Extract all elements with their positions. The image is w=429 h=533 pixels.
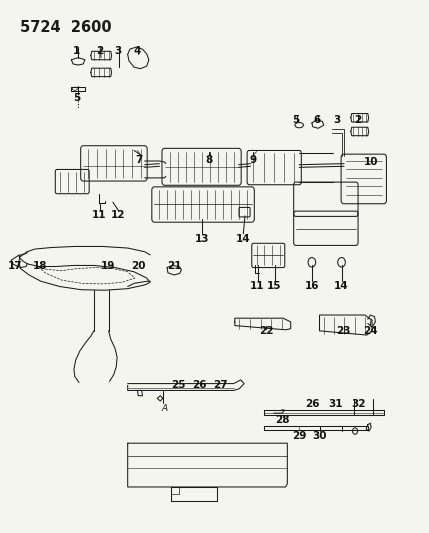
Text: 12: 12 xyxy=(111,210,125,220)
Text: 17: 17 xyxy=(7,261,22,271)
Text: 26: 26 xyxy=(193,381,207,391)
Text: 8: 8 xyxy=(206,155,213,165)
Text: 27: 27 xyxy=(214,381,228,391)
Text: 5724  2600: 5724 2600 xyxy=(20,20,112,35)
Text: 23: 23 xyxy=(336,326,351,336)
Text: 14: 14 xyxy=(334,281,349,291)
Text: 29: 29 xyxy=(292,431,306,441)
Text: 18: 18 xyxy=(33,261,47,271)
Text: 14: 14 xyxy=(236,234,251,244)
Text: 25: 25 xyxy=(171,381,186,391)
Text: 20: 20 xyxy=(131,261,145,271)
Text: 15: 15 xyxy=(266,281,281,291)
Text: 3: 3 xyxy=(334,115,341,125)
Text: 24: 24 xyxy=(363,326,378,336)
Text: 26: 26 xyxy=(305,399,319,409)
Text: 1: 1 xyxy=(73,46,81,56)
Text: 32: 32 xyxy=(351,399,366,409)
Text: 28: 28 xyxy=(275,415,290,425)
Text: 4: 4 xyxy=(134,46,141,56)
Text: 5: 5 xyxy=(73,93,81,103)
Text: 3: 3 xyxy=(115,46,121,56)
Text: 5: 5 xyxy=(292,115,299,125)
Text: 9: 9 xyxy=(249,155,256,165)
Text: 31: 31 xyxy=(328,399,342,409)
Text: 11: 11 xyxy=(250,281,264,291)
Text: 19: 19 xyxy=(101,261,115,271)
Text: 22: 22 xyxy=(259,326,273,336)
Text: 7: 7 xyxy=(136,155,143,165)
Text: 13: 13 xyxy=(194,234,209,244)
Text: 21: 21 xyxy=(167,261,181,271)
Text: 16: 16 xyxy=(305,281,319,291)
Text: 2: 2 xyxy=(354,115,361,125)
Text: 10: 10 xyxy=(364,157,378,167)
Text: 11: 11 xyxy=(92,210,106,220)
Text: A: A xyxy=(161,403,168,413)
Text: 6: 6 xyxy=(313,115,320,125)
Text: 30: 30 xyxy=(312,431,327,441)
Text: 2: 2 xyxy=(96,46,103,56)
